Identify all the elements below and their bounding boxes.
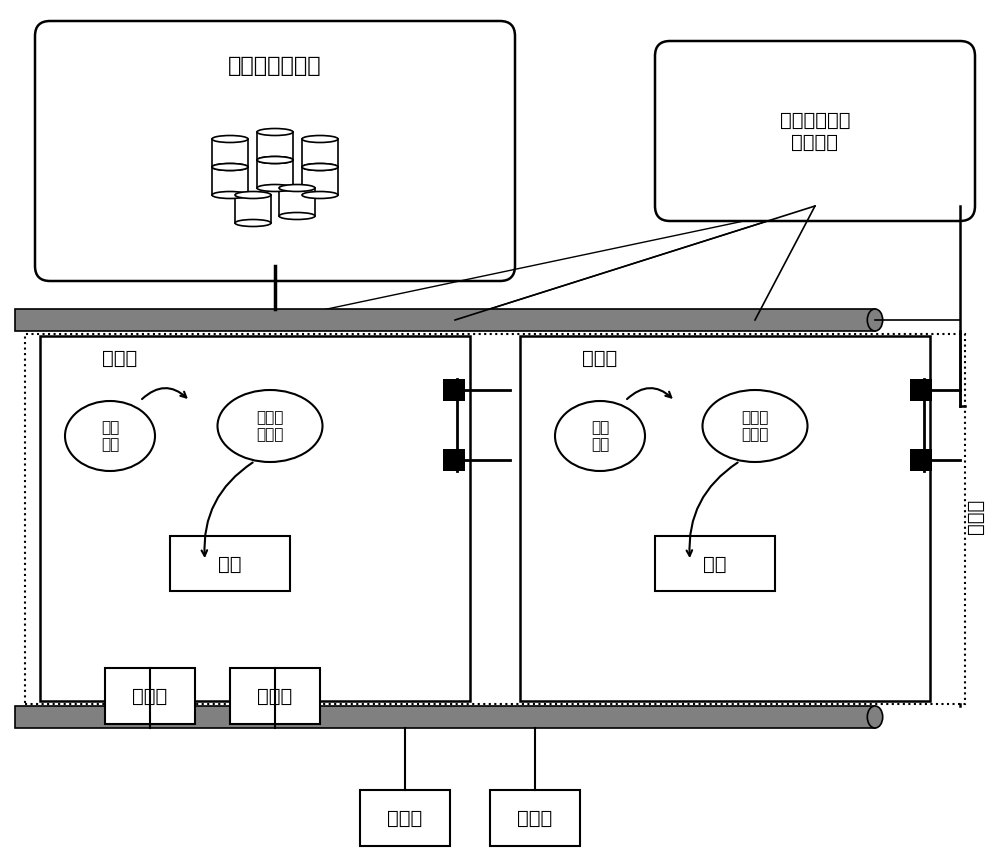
Ellipse shape <box>302 192 338 199</box>
Ellipse shape <box>218 390 322 462</box>
Bar <box>15 706 875 728</box>
Bar <box>360 790 450 846</box>
Bar <box>40 336 470 701</box>
Ellipse shape <box>702 390 808 462</box>
Ellipse shape <box>235 219 271 227</box>
Text: 分布式存储系统: 分布式存储系统 <box>228 56 322 76</box>
Text: 存储访
问服务: 存储访 问服务 <box>741 410 769 443</box>
Bar <box>15 309 875 331</box>
FancyBboxPatch shape <box>655 41 975 221</box>
Bar <box>302 167 338 195</box>
Text: 容器: 容器 <box>703 555 727 574</box>
Ellipse shape <box>212 163 248 170</box>
Ellipse shape <box>235 192 271 199</box>
Bar <box>257 160 293 188</box>
Ellipse shape <box>212 135 248 142</box>
Bar <box>170 536 290 591</box>
Bar <box>520 336 930 701</box>
Text: 存储访
问服务: 存储访 问服务 <box>256 410 284 443</box>
Text: 云网络: 云网络 <box>966 498 984 533</box>
Ellipse shape <box>212 192 248 199</box>
Ellipse shape <box>867 706 883 728</box>
Bar <box>25 334 965 704</box>
Text: 云节点: 云节点 <box>102 348 138 367</box>
Ellipse shape <box>279 185 315 192</box>
Text: 调度
服务: 调度 服务 <box>591 419 609 452</box>
Ellipse shape <box>212 163 248 170</box>
Ellipse shape <box>302 163 338 170</box>
Text: 容器: 容器 <box>218 555 242 574</box>
Bar <box>279 188 315 216</box>
Text: 客户端: 客户端 <box>132 687 168 705</box>
Bar <box>490 790 580 846</box>
Bar <box>302 139 338 167</box>
Bar <box>235 195 271 223</box>
Bar <box>257 132 293 160</box>
Bar <box>212 139 248 167</box>
Ellipse shape <box>65 401 155 471</box>
Ellipse shape <box>257 185 293 192</box>
Text: 客户端: 客户端 <box>387 809 423 828</box>
Ellipse shape <box>302 135 338 142</box>
Bar <box>655 536 775 591</box>
FancyBboxPatch shape <box>35 21 515 281</box>
Text: 弹性文件系统
管控中心: 弹性文件系统 管控中心 <box>780 110 850 152</box>
Bar <box>443 379 465 401</box>
Bar <box>212 167 248 195</box>
Ellipse shape <box>279 212 315 219</box>
Text: 调度
服务: 调度 服务 <box>101 419 119 452</box>
Ellipse shape <box>555 401 645 471</box>
Bar <box>910 379 932 401</box>
Bar <box>910 449 932 471</box>
Text: 客户端: 客户端 <box>257 687 293 705</box>
Bar <box>105 668 195 724</box>
Ellipse shape <box>257 157 293 163</box>
Ellipse shape <box>257 128 293 135</box>
Ellipse shape <box>257 157 293 163</box>
Ellipse shape <box>302 163 338 170</box>
Bar <box>230 668 320 724</box>
Text: 客户端: 客户端 <box>517 809 553 828</box>
Bar <box>443 449 465 471</box>
Text: 云节点: 云节点 <box>582 348 618 367</box>
Ellipse shape <box>867 309 883 331</box>
